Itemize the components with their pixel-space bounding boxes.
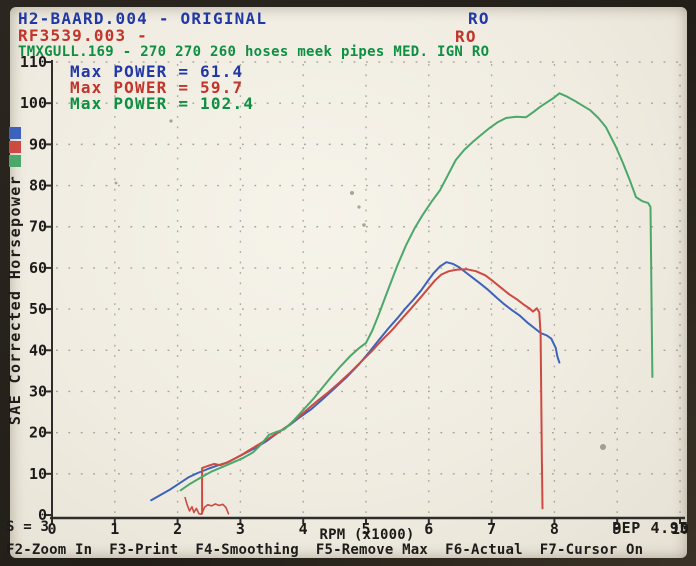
fkey-print[interactable]: F3-Print [109, 542, 179, 558]
photo-speck [169, 119, 173, 123]
fkey-cursor-on[interactable]: F7-Cursor On [539, 542, 644, 558]
y-tick-label: 110 [20, 53, 47, 71]
photo-speck [362, 223, 366, 227]
y-tick-label: 30 [29, 382, 47, 400]
crt-screen [10, 7, 687, 558]
power-curve-2 [179, 92, 654, 492]
run-status-2: RO [455, 27, 477, 46]
x-axis-title: RPM (x1000) [319, 527, 415, 543]
x-tick-label: 8 [550, 520, 559, 538]
power-curve-3 [184, 496, 230, 516]
function-key-bar: F2-Zoom In F3-Print F4-Smoothing F5-Remo… [6, 542, 643, 558]
fkey-smoothing[interactable]: F4-Smoothing [195, 542, 299, 558]
x-tick-label: 9 [613, 520, 622, 538]
run-title-1: H2-BAARD.004 - ORIGINAL [18, 9, 268, 28]
series-swatch-red-icon [9, 141, 21, 153]
legend-item-green: Max POWER = 102.4 [70, 94, 255, 113]
x-tick-label: 5 [361, 520, 370, 538]
y-tick-label: 50 [29, 300, 47, 318]
run-title-3: TMXGULL.169 - 270 270 260 hoses meek pip… [18, 44, 490, 60]
legend-item-blue: Max POWER = 61.4 [70, 62, 244, 81]
y-tick-label: 10 [29, 465, 47, 483]
y-tick-label: 0 [38, 506, 47, 524]
x-tick-label: 0 [47, 520, 56, 538]
x-tick-label: 4 [299, 520, 308, 538]
x-tick-label: 6 [424, 520, 433, 538]
photo-speck [114, 181, 118, 185]
run-status-1: RO [468, 9, 490, 28]
fkey-zoom-in[interactable]: F2-Zoom In [6, 542, 93, 558]
fkey-remove-max[interactable]: F5-Remove Max [315, 542, 429, 558]
x-tick-label: 7 [487, 520, 496, 538]
x-tick-label: 2 [173, 520, 182, 538]
x-tick-label: 10 [671, 520, 689, 538]
x-tick-label: 1 [110, 520, 119, 538]
y-tick-label: 90 [29, 135, 47, 153]
y-axis-title: SAE Corrected Horsepower [6, 174, 24, 426]
photo-speck [600, 444, 606, 450]
y-tick-label: 20 [29, 424, 47, 442]
photo-speck [350, 191, 354, 195]
series-swatch-blue-icon [9, 127, 21, 139]
power-curve-1 [201, 268, 544, 515]
photo-speck [357, 205, 361, 209]
version-label: PEP 4.95 [611, 519, 689, 537]
legend-item-red: Max POWER = 59.7 [70, 78, 244, 97]
x-tick-label: 3 [236, 520, 245, 538]
y-tick-label: 60 [29, 259, 47, 277]
y-tick-label: 80 [29, 177, 47, 195]
smoothing-status: S = 3 [6, 519, 50, 535]
fkey-actual[interactable]: F6-Actual [445, 542, 523, 558]
series-swatch-green-icon [9, 155, 21, 167]
y-tick-label: 100 [20, 94, 47, 112]
run-title-2: RF3539.003 - [18, 26, 148, 45]
y-tick-label: 70 [29, 218, 47, 236]
y-tick-label: 40 [29, 341, 47, 359]
